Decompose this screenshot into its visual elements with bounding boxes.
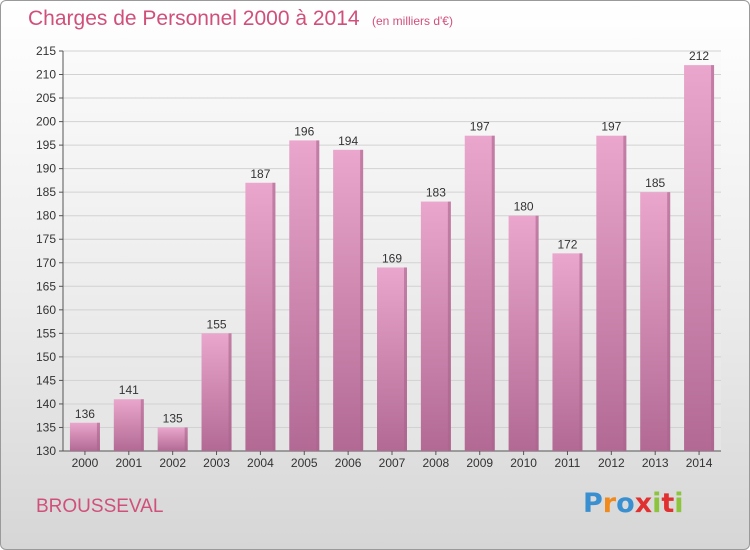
logo-letter: i xyxy=(674,488,684,519)
y-tick-label: 180 xyxy=(36,209,56,223)
bar-edge xyxy=(140,399,144,451)
y-tick-label: 150 xyxy=(36,350,56,364)
bar xyxy=(640,192,671,452)
bar xyxy=(552,253,583,451)
y-tick-label: 165 xyxy=(36,279,56,293)
x-tick-label: 2000 xyxy=(72,456,99,470)
place-name: BROUSSEVAL xyxy=(36,496,164,517)
x-tick-label: 2009 xyxy=(466,456,493,470)
bar-edge xyxy=(491,135,495,452)
data-label: 212 xyxy=(689,49,709,63)
x-tick-label: 2010 xyxy=(510,456,537,470)
y-tick-label: 130 xyxy=(36,444,56,458)
logo-letter: t xyxy=(661,488,675,519)
bar xyxy=(420,201,451,451)
logo-letter: o xyxy=(616,488,635,519)
bar xyxy=(377,267,407,451)
bar-edge xyxy=(96,422,100,451)
x-tick-label: 2012 xyxy=(598,456,625,470)
y-tick-label: 175 xyxy=(36,232,56,246)
bar xyxy=(596,135,627,452)
data-label: 197 xyxy=(470,120,490,134)
logo-letter: x xyxy=(634,488,653,519)
logo-letter: P xyxy=(583,488,603,519)
bar xyxy=(113,399,144,451)
bar-edge xyxy=(447,201,451,451)
bar xyxy=(508,215,539,451)
proxiti-logo: Proxiti xyxy=(583,488,684,519)
x-tick-label: 2013 xyxy=(642,456,669,470)
data-label: 183 xyxy=(426,186,446,200)
x-tick-label: 2011 xyxy=(555,456,581,470)
x-tick-label: 2003 xyxy=(203,456,230,470)
data-label: 180 xyxy=(514,200,534,214)
bar xyxy=(157,427,188,451)
y-tick-label: 145 xyxy=(36,373,56,387)
data-label: 194 xyxy=(338,134,358,148)
bar-edge xyxy=(272,182,276,451)
bar xyxy=(684,65,715,451)
data-label: 169 xyxy=(382,251,402,265)
logo-letter: r xyxy=(602,488,617,519)
bar-edge xyxy=(316,140,320,452)
y-tick-label: 205 xyxy=(36,91,56,105)
data-label: 197 xyxy=(601,120,621,134)
data-label: 136 xyxy=(75,407,95,421)
x-tick-label: 2006 xyxy=(335,456,362,470)
x-tick-label: 2005 xyxy=(291,456,318,470)
bar-edge xyxy=(579,253,583,451)
y-tick-label: 170 xyxy=(36,256,56,270)
bar-edge xyxy=(667,192,671,452)
bar-edge xyxy=(623,135,627,452)
y-tick-label: 195 xyxy=(36,138,56,152)
logo-letter: i xyxy=(652,488,662,519)
chart-title: Charges de Personnel 2000 à 2014 xyxy=(28,7,360,30)
y-tick-label: 155 xyxy=(36,326,56,340)
bar-edge xyxy=(535,215,539,451)
bar-edge xyxy=(228,333,232,451)
bar xyxy=(245,182,276,451)
y-tick-label: 185 xyxy=(36,185,56,199)
bar xyxy=(464,135,495,452)
x-tick-label: 2004 xyxy=(247,456,274,470)
bar-edge xyxy=(184,427,188,451)
bar xyxy=(201,333,232,451)
y-tick-label: 160 xyxy=(36,303,56,317)
data-label: 155 xyxy=(207,317,227,331)
bar xyxy=(333,149,364,451)
bar-edge xyxy=(404,267,407,451)
data-label: 141 xyxy=(119,383,139,397)
x-tick-label: 2014 xyxy=(686,456,713,470)
x-tick-label: 2001 xyxy=(115,456,142,470)
chart-subtitle: (en milliers d'€) xyxy=(372,14,453,28)
x-tick-label: 2008 xyxy=(423,456,450,470)
data-label: 196 xyxy=(294,124,314,138)
data-label: 135 xyxy=(163,411,183,425)
y-tick-label: 135 xyxy=(36,420,56,434)
bar-edge xyxy=(711,65,715,451)
y-tick-label: 200 xyxy=(36,115,56,129)
data-label: 187 xyxy=(250,167,270,181)
y-tick-label: 190 xyxy=(36,162,56,176)
data-label: 172 xyxy=(557,237,577,251)
x-tick-label: 2002 xyxy=(159,456,186,470)
y-tick-label: 215 xyxy=(36,44,56,58)
bar xyxy=(289,140,320,452)
bar xyxy=(69,422,100,451)
y-tick-label: 210 xyxy=(36,68,56,82)
data-label: 185 xyxy=(645,176,665,190)
y-tick-label: 140 xyxy=(36,397,56,411)
bar-edge xyxy=(360,149,364,451)
x-tick-label: 2007 xyxy=(379,456,406,470)
